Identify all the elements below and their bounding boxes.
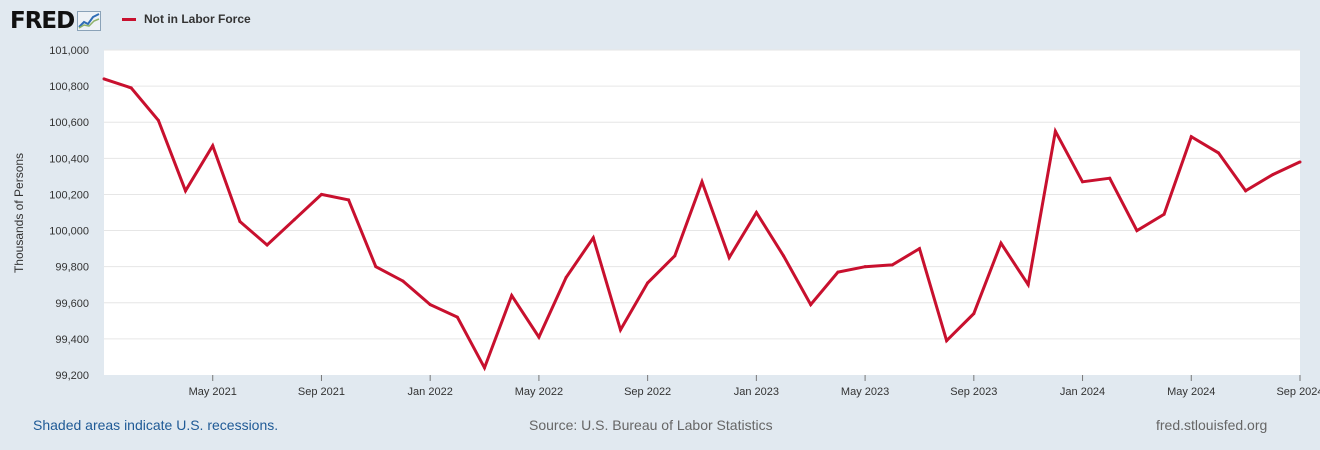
y-tick-label: 100,800 [49,81,89,93]
data-point[interactable] [483,366,487,370]
y-tick-label: 100,400 [49,153,89,165]
x-tick-label: Jan 2022 [408,386,453,398]
data-point[interactable] [999,241,1003,245]
x-tick-label: May 2022 [515,386,563,398]
y-tick-label: 99,600 [55,298,89,310]
data-point[interactable] [347,198,351,202]
data-point[interactable] [102,77,106,81]
data-point[interactable] [1135,229,1139,233]
fred-logo-text: FRED [10,8,75,34]
y-tick-label: 100,200 [49,189,89,201]
x-tick-label: May 2023 [841,386,889,398]
data-point[interactable] [646,281,650,285]
plot-area [104,50,1300,375]
data-point[interactable] [1244,189,1248,193]
data-point[interactable] [1108,176,1112,180]
data-point[interactable] [700,180,704,184]
data-point[interactable] [238,220,242,224]
data-point[interactable] [374,265,378,269]
data-point[interactable] [265,243,269,247]
data-point[interactable] [184,189,188,193]
data-point[interactable] [618,328,622,332]
x-tick-label: May 2024 [1167,386,1215,398]
data-point[interactable] [455,315,459,319]
data-point[interactable] [1271,173,1275,177]
data-point[interactable] [591,236,595,240]
x-tick-label: May 2021 [189,386,237,398]
data-point[interactable] [863,265,867,269]
data-point[interactable] [1081,180,1085,184]
data-point[interactable] [890,263,894,267]
data-point[interactable] [1053,129,1057,133]
data-point[interactable] [809,303,813,307]
y-tick-label: 100,600 [49,117,89,129]
data-point[interactable] [972,312,976,316]
data-point[interactable] [537,335,541,339]
x-tick-label: Sep 2022 [624,386,671,398]
line-chart: 99,200 99,400 99,600 99,800 100,000 100,200 10… [12,45,1320,398]
data-point[interactable] [401,279,405,283]
chart-trend-icon [77,11,102,31]
data-point[interactable] [836,270,840,274]
fred-logo[interactable]: FRED [10,6,102,36]
y-tick-label: 100,000 [49,226,89,238]
legend-swatch [122,17,136,21]
x-tick-label: Jan 2023 [734,386,779,398]
data-point[interactable] [754,211,758,214]
y-tick-label: 99,800 [55,262,89,274]
chart-legend[interactable]: Not in Labor Force [122,12,251,26]
data-point[interactable] [428,303,432,307]
source-note: Source: U.S. Bureau of Labor Statistics [529,417,773,433]
data-point[interactable] [1026,283,1030,287]
data-point[interactable] [917,247,921,251]
data-point[interactable] [319,192,323,196]
data-point[interactable] [129,86,133,90]
data-point[interactable] [782,254,786,258]
data-point[interactable] [1216,151,1220,155]
y-tick-label: 101,000 [49,45,89,57]
data-point[interactable] [292,218,296,222]
data-point[interactable] [945,339,949,343]
x-tick-label: Sep 2024 [1276,386,1320,398]
data-point[interactable] [1162,212,1166,216]
data-point[interactable] [727,256,731,260]
fred-url[interactable]: fred.stlouisfed.org [1156,417,1268,433]
y-tick-label: 99,200 [55,370,89,382]
x-tick-label: Sep 2023 [950,386,997,398]
data-point[interactable] [211,144,215,148]
data-point[interactable] [1298,160,1302,164]
data-point[interactable] [1189,135,1193,139]
recession-note[interactable]: Shaded areas indicate U.S. recessions. [33,417,279,433]
y-axis-label: Thousands of Persons [12,153,26,273]
data-point[interactable] [673,254,677,258]
x-tick-label: Jan 2024 [1060,386,1105,398]
x-tick-label: Sep 2021 [298,386,345,398]
data-point[interactable] [156,118,160,122]
data-point[interactable] [510,294,514,298]
legend-label: Not in Labor Force [144,12,251,26]
y-tick-label: 99,400 [55,334,89,346]
data-point[interactable] [564,276,568,279]
